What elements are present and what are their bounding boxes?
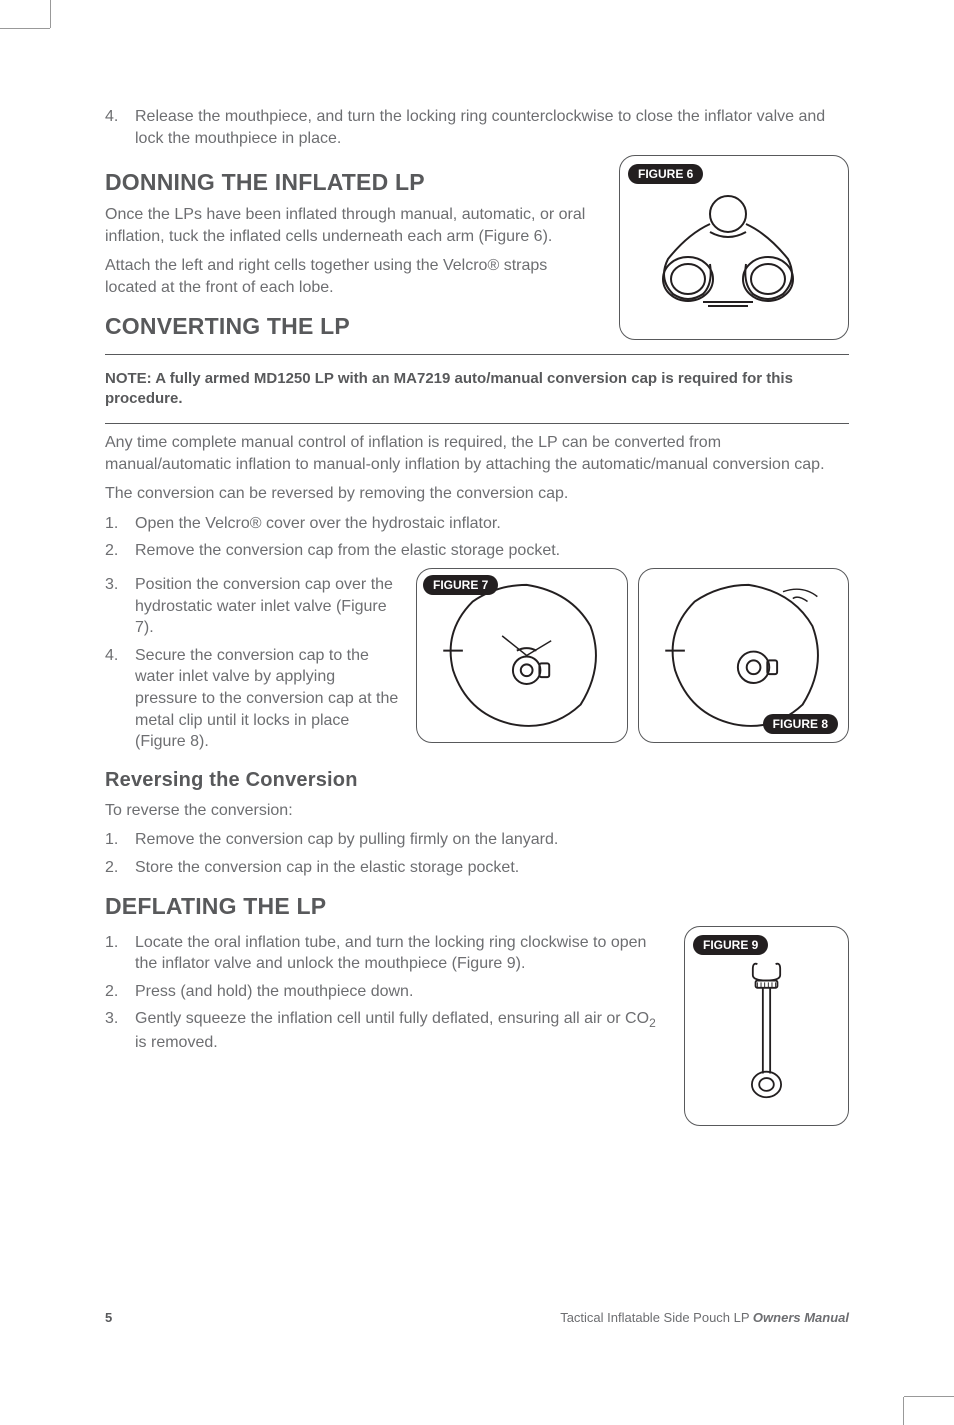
reversing-steps: 1. Remove the conversion cap by pulling … [105,829,849,878]
step-text: Remove the conversion cap by pulling fir… [135,829,849,851]
crop-mark [0,28,50,29]
step-number: 1. [105,932,135,975]
note-box: NOTE: A fully armed MD1250 LP with an MA… [105,354,849,425]
list-item: 2. Remove the conversion cap from the el… [105,540,849,562]
note-text: NOTE: A fully armed MD1250 LP with an MA… [105,369,849,410]
step-number: 2. [105,540,135,562]
conversion-steps: 1. Open the Velcro® cover over the hydro… [105,513,849,562]
step-number: 1. [105,513,135,535]
crop-mark [50,0,51,28]
paragraph: The conversion can be reversed by removi… [105,483,849,505]
intro-step-list: 4. Release the mouthpiece, and turn the … [105,106,849,149]
figure-6-col: FIGURE 6 [619,155,849,345]
paragraph: Attach the left and right cells together… [105,255,603,298]
figure-7-illustration [425,577,619,734]
figure-9-illustration [693,955,840,1110]
list-item: 4. Secure the conversion cap to the wate… [105,645,400,753]
list-item: 4. Release the mouthpiece, and turn the … [105,106,849,149]
step-text: Press (and hold) the mouthpiece down. [135,981,668,1003]
step-number: 2. [105,981,135,1003]
content-region: 4. Release the mouthpiece, and turn the … [105,100,849,1325]
figure-7-label: FIGURE 7 [423,575,498,595]
footer-title-em: Owners Manual [753,1310,849,1325]
crop-mark [903,1397,904,1425]
paragraph: Any time complete manual control of infl… [105,432,849,475]
step-text: Open the Velcro® cover over the hydrosta… [135,513,849,535]
figure-8-label: FIGURE 8 [763,714,838,734]
paragraph: Once the LPs have been inflated through … [105,204,603,247]
step-text: Locate the oral inflation tube, and turn… [135,932,668,975]
figure-9-box: FIGURE 9 [684,926,849,1126]
list-item: 3. Position the conversion cap over the … [105,574,400,639]
page: 4. Release the mouthpiece, and turn the … [0,0,954,1425]
donning-row: DONNING THE INFLATED LP Once the LPs hav… [105,155,849,345]
deflating-steps-col: 1. Locate the oral inflation tube, and t… [105,926,668,1126]
step-number: 4. [105,106,135,149]
step-number: 4. [105,645,135,753]
list-item: 1. Remove the conversion cap by pulling … [105,829,849,851]
conv-steps-34-col: 3. Position the conversion cap over the … [105,568,400,759]
crop-mark [904,1396,954,1397]
list-item: 2. Press (and hold) the mouthpiece down. [105,981,668,1003]
footer-title: Tactical Inflatable Side Pouch LP Owners… [560,1310,849,1325]
step-text: Position the conversion cap over the hyd… [135,574,400,639]
step-text: Release the mouthpiece, and turn the loc… [135,106,849,149]
list-item: 1. Open the Velcro® cover over the hydro… [105,513,849,535]
step-number: 2. [105,857,135,879]
subscript-2: 2 [649,1017,656,1031]
figure-8-illustration [647,577,841,734]
step-number: 3. [105,1008,135,1053]
figure-9-col: FIGURE 9 [684,926,849,1126]
figure-6-label: FIGURE 6 [628,164,703,184]
figures-7-8-col: FIGURE 7 [416,568,849,759]
figure-6-box: FIGURE 6 [619,155,849,340]
page-footer: 5 Tactical Inflatable Side Pouch LP Owne… [105,1310,849,1325]
list-item: 2. Store the conversion cap in the elast… [105,857,849,879]
figure-7-box: FIGURE 7 [416,568,628,743]
step-number: 1. [105,829,135,851]
figure-8-box: FIGURE 8 [638,568,850,743]
heading-reversing: Reversing the Conversion [105,769,849,792]
deflating-row: 1. Locate the oral inflation tube, and t… [105,926,849,1126]
conversion-steps-34: 3. Position the conversion cap over the … [105,574,400,753]
figure-9-label: FIGURE 9 [693,935,768,955]
step-text: Store the conversion cap in the elastic … [135,857,849,879]
step-text: Gently squeeze the inflation cell until … [135,1008,668,1053]
list-item: 3. Gently squeeze the inflation cell unt… [105,1008,668,1053]
footer-title-text: Tactical Inflatable Side Pouch LP [560,1310,753,1325]
deflating-steps: 1. Locate the oral inflation tube, and t… [105,932,668,1054]
step-text: Remove the conversion cap from the elast… [135,540,849,562]
paragraph: To reverse the conversion: [105,800,849,822]
heading-deflating: DEFLATING THE LP [105,893,849,920]
step-number: 3. [105,574,135,639]
page-number: 5 [105,1310,112,1325]
list-item: 1. Locate the oral inflation tube, and t… [105,932,668,975]
figure-6-illustration [628,184,828,324]
step-text: Secure the conversion cap to the water i… [135,645,400,753]
heading-converting: CONVERTING THE LP [105,313,603,340]
conv-steps-figs-row: 3. Position the conversion cap over the … [105,568,849,759]
heading-donning: DONNING THE INFLATED LP [105,169,603,196]
donning-text-col: DONNING THE INFLATED LP Once the LPs hav… [105,155,603,345]
